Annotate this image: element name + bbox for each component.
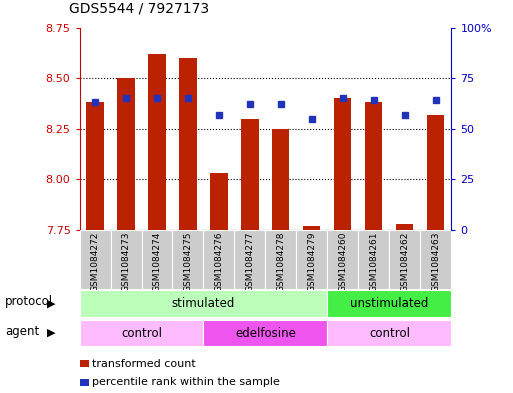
Text: edelfosine: edelfosine bbox=[235, 327, 296, 340]
Bar bbox=[142, 230, 172, 289]
Text: GSM1084260: GSM1084260 bbox=[339, 231, 347, 292]
Bar bbox=[80, 320, 204, 346]
Bar bbox=[234, 230, 265, 289]
Text: GSM1084261: GSM1084261 bbox=[369, 231, 379, 292]
Text: GDS5544 / 7927173: GDS5544 / 7927173 bbox=[69, 2, 209, 16]
Bar bbox=[327, 290, 451, 317]
Text: GSM1084278: GSM1084278 bbox=[277, 231, 285, 292]
Bar bbox=[397, 224, 413, 230]
Bar bbox=[327, 320, 451, 346]
Text: control: control bbox=[121, 327, 162, 340]
Bar bbox=[172, 230, 204, 289]
Bar bbox=[427, 114, 444, 230]
Bar bbox=[204, 230, 234, 289]
Bar bbox=[80, 290, 327, 317]
Text: GSM1084275: GSM1084275 bbox=[184, 231, 192, 292]
Bar bbox=[110, 230, 142, 289]
Text: stimulated: stimulated bbox=[172, 297, 235, 310]
Text: transformed count: transformed count bbox=[92, 358, 196, 369]
Text: ▶: ▶ bbox=[47, 328, 55, 338]
Text: agent: agent bbox=[5, 325, 40, 338]
Bar bbox=[242, 119, 259, 230]
Text: GSM1084277: GSM1084277 bbox=[246, 231, 254, 292]
Text: GSM1084279: GSM1084279 bbox=[307, 231, 317, 292]
Bar bbox=[272, 129, 289, 230]
Bar bbox=[334, 98, 351, 230]
Text: GSM1084273: GSM1084273 bbox=[122, 231, 130, 292]
Text: GSM1084262: GSM1084262 bbox=[401, 231, 409, 292]
Text: GSM1084276: GSM1084276 bbox=[214, 231, 224, 292]
Bar bbox=[87, 103, 104, 230]
Text: GSM1084274: GSM1084274 bbox=[152, 231, 162, 292]
Text: unstimulated: unstimulated bbox=[350, 297, 429, 310]
Text: GSM1084272: GSM1084272 bbox=[90, 231, 100, 292]
Text: control: control bbox=[369, 327, 410, 340]
Bar bbox=[117, 78, 134, 230]
Bar bbox=[389, 230, 421, 289]
Bar bbox=[210, 173, 227, 230]
Text: protocol: protocol bbox=[5, 295, 53, 308]
Bar bbox=[204, 320, 327, 346]
Bar bbox=[80, 230, 110, 289]
Bar bbox=[365, 103, 383, 230]
Bar bbox=[265, 230, 297, 289]
Text: GSM1084263: GSM1084263 bbox=[431, 231, 441, 292]
Text: ▶: ▶ bbox=[47, 299, 55, 309]
Bar bbox=[297, 230, 327, 289]
Bar bbox=[327, 230, 359, 289]
Bar bbox=[421, 230, 451, 289]
Bar bbox=[148, 54, 166, 230]
Bar bbox=[359, 230, 389, 289]
Bar bbox=[304, 226, 321, 230]
Bar bbox=[180, 58, 196, 230]
Text: percentile rank within the sample: percentile rank within the sample bbox=[92, 377, 280, 387]
